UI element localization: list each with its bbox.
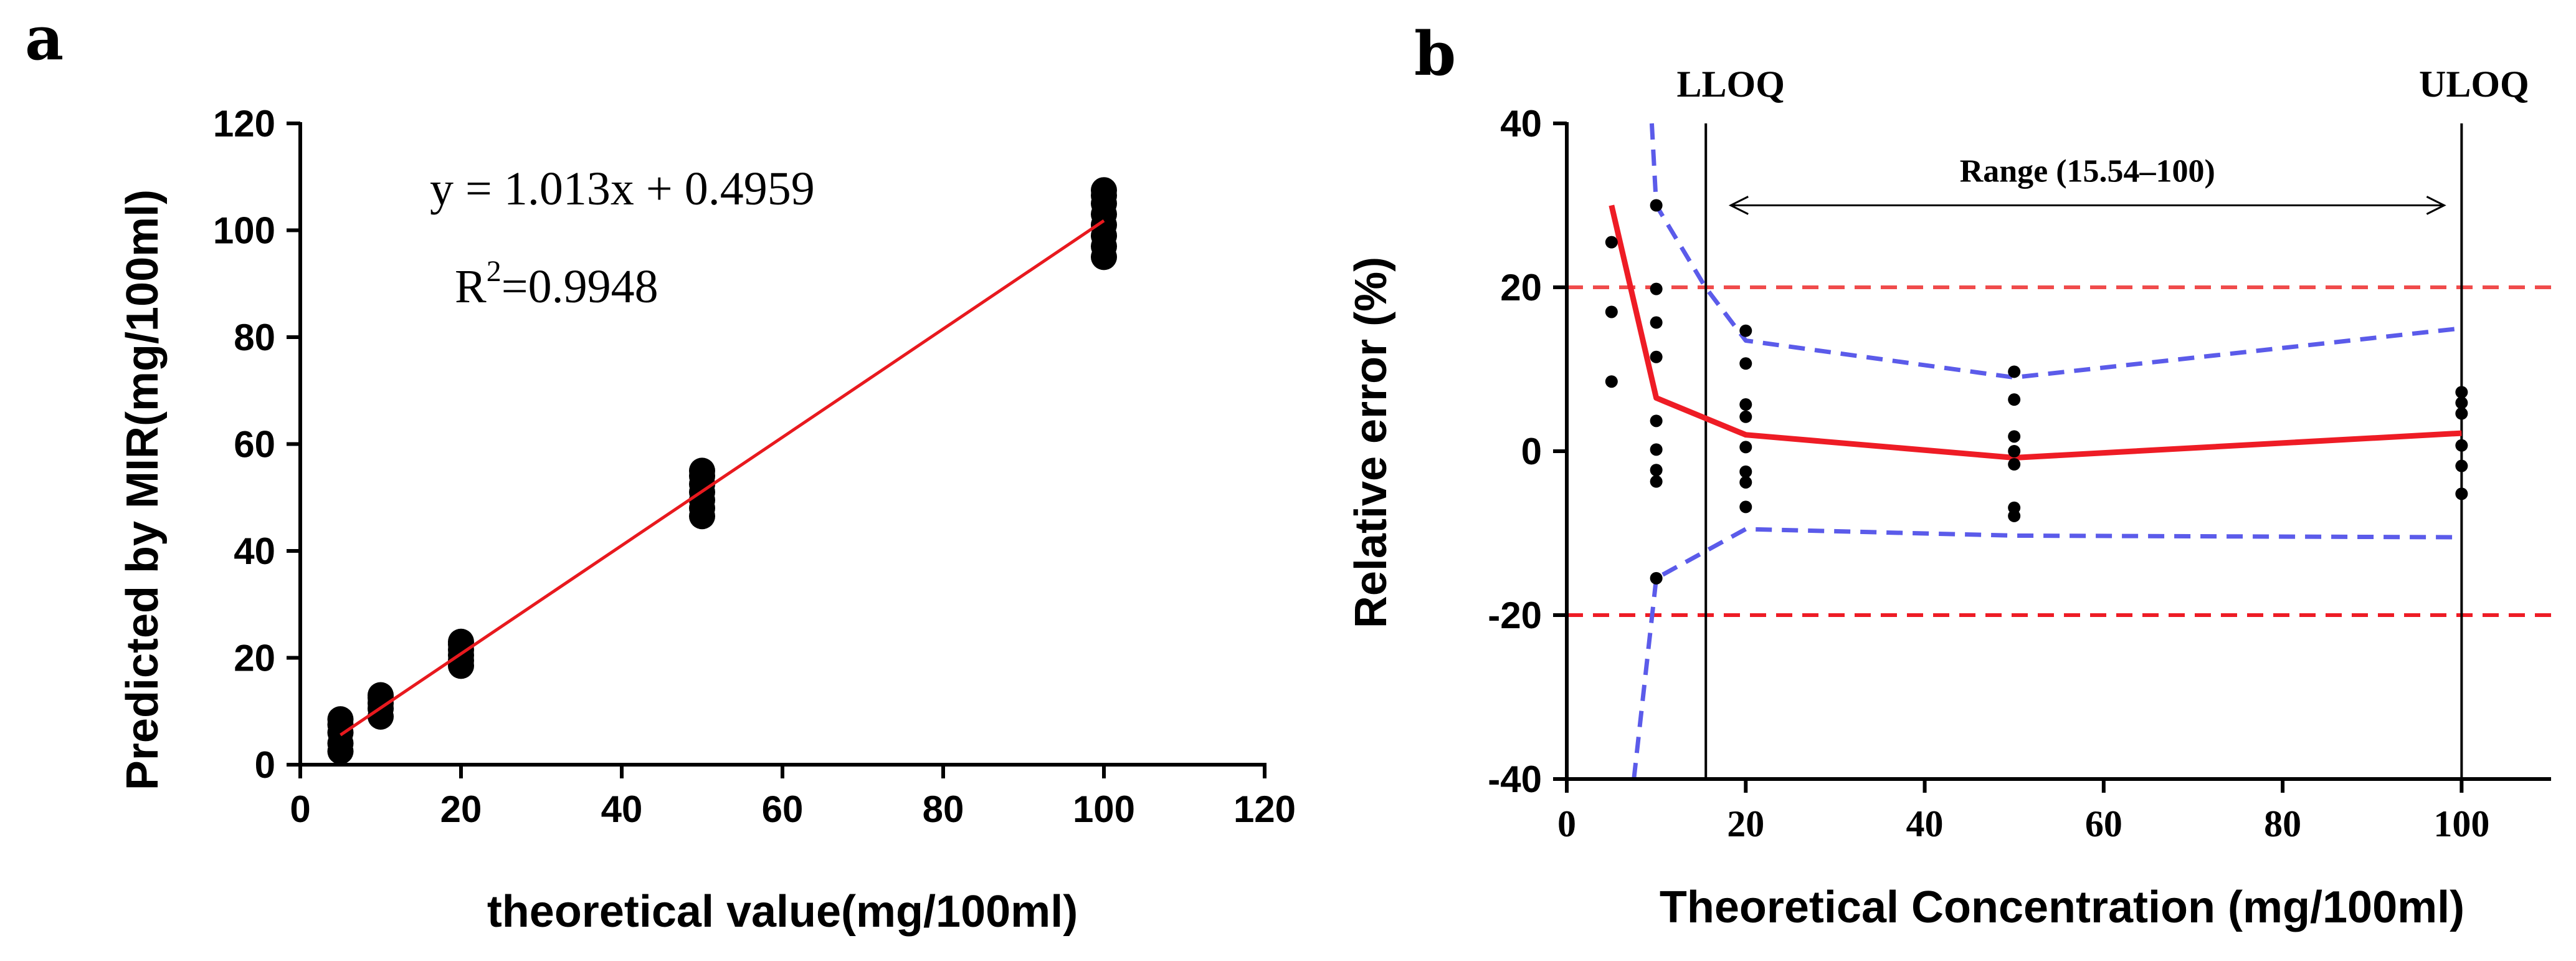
uloq-label: ULOQ (2419, 64, 2529, 105)
panel-a-x-tick-label-5: 100 (1073, 788, 1135, 830)
panel-a-y-axis-title: Predicted by MIR(mg/100ml) (118, 189, 168, 790)
panel-b-y-ticks: -40 -20 0 20 40 (1488, 103, 1567, 800)
panel-a-point-30 (1091, 177, 1117, 204)
panel-a-fit-line (340, 219, 1105, 737)
panel-b-point-6 (1650, 350, 1663, 363)
panel-a-x-tick-label-0: 0 (290, 788, 310, 830)
panel-b-point-28 (2455, 396, 2468, 409)
panel-a-x-tick-label-2: 40 (601, 788, 643, 830)
panel-a-y-ticks: 0 20 40 60 80 100 120 (213, 103, 300, 786)
panel-a-point-9 (368, 682, 394, 709)
panel-b-series (1609, 123, 2462, 780)
panel-b-y-tick-label-1: -20 (1488, 595, 1542, 636)
panel-b-point-17 (1739, 465, 1752, 478)
panel-b-point-9 (1650, 464, 1663, 477)
panel-b-point-4 (1650, 282, 1663, 295)
panel-b-point-14 (1739, 398, 1752, 411)
panel-a-fit-line-group (340, 219, 1105, 737)
panel-b-label: b (1414, 19, 1456, 89)
panel-b-point-1 (1605, 305, 1618, 318)
range-label: Range (15.54–100) (1960, 154, 2215, 189)
panel-a-x-tick-label-3: 60 (762, 788, 804, 830)
r2-value: =0.9948 (501, 261, 658, 313)
panel-a-y-tick-label-6: 120 (213, 103, 275, 145)
panel-b-point-27 (2455, 386, 2468, 399)
panel-a-x-tick-label-6: 120 (1233, 788, 1296, 830)
range-arrow-head-left (1728, 196, 1749, 215)
panel-a-x-tick-label-1: 20 (440, 788, 482, 830)
panel-b-point-10 (1650, 475, 1663, 488)
panel-b-x-axis-title: Theoretical Concentration (mg/100ml) (1660, 882, 2464, 932)
panel-b-point-11 (1650, 571, 1663, 585)
panel-a-y-tick-label-2: 40 (234, 530, 275, 572)
r2-prefix: R (455, 261, 487, 313)
panel-b-point-20 (2008, 365, 2021, 378)
panel-b-point-29 (2455, 407, 2468, 420)
panel-b-point-30 (2455, 439, 2468, 452)
panel-b-point-24 (2008, 458, 2021, 471)
panel-a-r-squared: R2=0.9948 (455, 255, 658, 313)
panel-b-points (1605, 199, 2468, 585)
panel-b-point-26 (2008, 509, 2021, 522)
panel-b-x-tick-label-4: 80 (2264, 803, 2301, 844)
panel-a-x-tick-label-4: 80 (923, 788, 964, 830)
panel-b-point-16 (1739, 441, 1752, 454)
panel-b: b 0 20 40 60 80 100 -40 -20 0 20 40 LLOQ ULOQ Ran… (1346, 19, 2551, 932)
range-arrow-head-right (2426, 196, 2446, 215)
panel-b-acceptance-limits (1567, 285, 2551, 617)
panel-b-y-tick-label-3: 20 (1500, 267, 1542, 308)
panel-a-y-tick-label-1: 20 (234, 638, 275, 679)
panel-b-range-arrow (1728, 196, 2446, 215)
panel-b-point-12 (1739, 324, 1752, 337)
panel-b-x-tick-label-5: 100 (2433, 803, 2489, 844)
lloq-label: LLOQ (1677, 64, 1785, 105)
panel-a-axes (298, 122, 1267, 767)
panel-b-x-tick-label-1: 20 (1727, 803, 1764, 844)
panel-b-y-tick-label-0: -40 (1488, 758, 1542, 800)
panel-b-point-5 (1650, 316, 1663, 329)
panel-b-axes (1565, 122, 2551, 781)
panel-a-point-22 (689, 457, 715, 484)
panel-a-y-tick-label-4: 80 (234, 317, 275, 358)
panel-b-point-7 (1650, 414, 1663, 428)
panel-a-equation: y = 1.013x + 0.4959 (430, 163, 815, 215)
panel-a-y-tick-label-3: 60 (234, 424, 275, 466)
panel-b-point-8 (1650, 443, 1663, 456)
panel-b-y-tick-label-4: 40 (1500, 103, 1542, 145)
panel-b-point-0 (1605, 236, 1618, 249)
panel-a-x-axis-title: theoretical value(mg/100ml) (487, 887, 1078, 937)
panel-b-point-22 (2008, 430, 2021, 443)
panel-b-y-axis-title: Relative error (%) (1346, 257, 1396, 628)
panel-a-point-4 (327, 706, 354, 733)
panel-b-x-tick-label-3: 60 (2085, 803, 2122, 844)
panel-b-point-32 (2455, 487, 2468, 500)
panel-a-points (327, 177, 1117, 765)
panel-b-series-1 (1649, 123, 2462, 380)
panel-b-point-19 (1739, 500, 1752, 514)
panel-b-point-15 (1739, 410, 1752, 423)
panel-b-y-tick-label-2: 0 (1521, 431, 1542, 472)
panel-a: a 0 20 40 60 80 100 120 0 20 40 60 80 100 120 y = 1.… (25, 3, 1296, 937)
panel-b-point-2 (1605, 375, 1618, 388)
panel-a-y-tick-label-0: 0 (255, 744, 275, 786)
panel-b-point-18 (1739, 476, 1752, 489)
panel-b-x-ticks: 0 20 40 60 80 100 (1557, 779, 2489, 844)
panel-b-series-2 (1632, 527, 2462, 780)
panel-a-y-tick-label-5: 100 (213, 210, 275, 252)
panel-b-x-tick-label-2: 40 (1906, 803, 1944, 844)
r2-superscript: 2 (487, 255, 501, 288)
panel-b-x-tick-label-0: 0 (1557, 803, 1576, 844)
panel-b-point-21 (2008, 393, 2021, 406)
panel-b-point-23 (2008, 445, 2021, 457)
panel-a-point-15 (448, 628, 474, 655)
panel-a-label: a (25, 3, 64, 74)
panel-b-point-31 (2455, 459, 2468, 472)
panel-a-x-ticks: 0 20 40 60 80 100 120 (290, 765, 1296, 830)
panel-b-series-0 (1609, 204, 2462, 461)
panel-b-point-13 (1739, 357, 1752, 370)
panel-b-point-3 (1650, 199, 1663, 212)
